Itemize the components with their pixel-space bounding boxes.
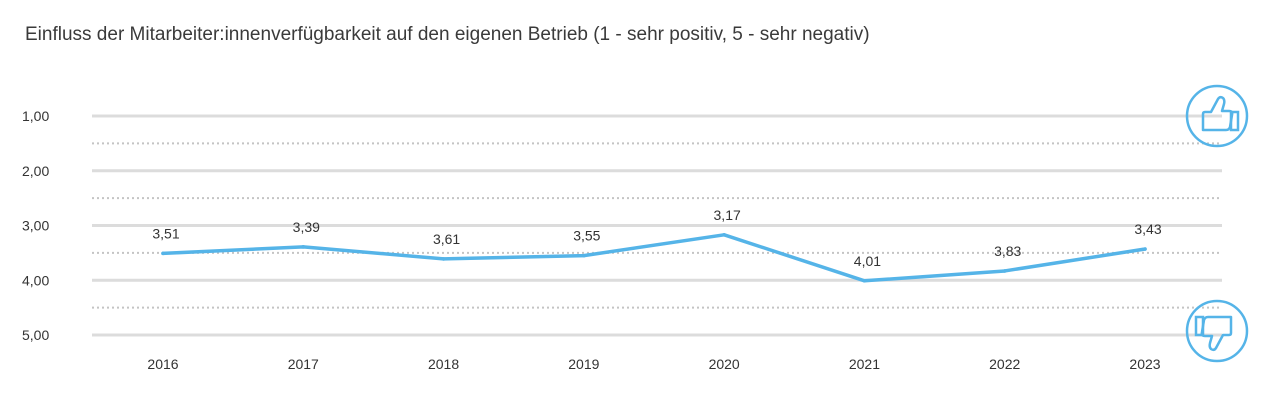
x-tick-label: 2020 xyxy=(709,356,740,372)
y-tick-label: 3,00 xyxy=(22,218,49,234)
x-tick-label: 2016 xyxy=(147,356,178,372)
data-label: 3,55 xyxy=(573,228,600,244)
thumbs-up-icon xyxy=(1185,84,1249,148)
data-point xyxy=(862,278,867,283)
data-label: 3,61 xyxy=(433,231,460,247)
y-axis-tick-labels: 1,00 2,00 3,00 4,00 5,00 xyxy=(22,108,49,343)
x-tick-label: 2017 xyxy=(288,356,319,372)
data-label: 3,83 xyxy=(994,243,1021,259)
x-axis-tick-labels: 2016 2017 2018 2019 2020 2021 2022 2023 xyxy=(147,356,1160,372)
x-tick-label: 2019 xyxy=(568,356,599,372)
y-tick-label: 4,00 xyxy=(22,272,49,288)
data-point xyxy=(722,233,726,237)
data-point xyxy=(1002,269,1007,273)
series-line xyxy=(161,233,1147,283)
data-label: 3,17 xyxy=(714,207,741,223)
grid-lines xyxy=(92,114,1222,337)
data-labels: 3,51 3,39 3,61 3,55 3,17 4,01 3,83 3,43 xyxy=(152,207,1161,269)
data-point xyxy=(582,253,586,258)
data-point xyxy=(441,257,446,261)
data-label: 3,39 xyxy=(293,219,320,235)
data-label: 4,01 xyxy=(854,253,881,269)
y-tick-label: 5,00 xyxy=(22,327,49,343)
chart-title: Einfluss der Mitarbeiter:innenverfügbark… xyxy=(25,24,870,45)
x-tick-label: 2021 xyxy=(849,356,880,372)
data-point xyxy=(161,251,165,256)
data-label: 3,51 xyxy=(152,225,179,241)
y-tick-label: 1,00 xyxy=(22,108,49,124)
x-tick-label: 2022 xyxy=(989,356,1020,372)
data-point xyxy=(1143,247,1147,251)
x-tick-label: 2023 xyxy=(1129,356,1160,372)
data-label: 3,43 xyxy=(1134,221,1161,237)
series-group xyxy=(161,233,1147,283)
data-point xyxy=(301,245,306,249)
thumbs-down-icon xyxy=(1185,299,1249,363)
x-tick-label: 2018 xyxy=(428,356,459,372)
y-tick-label: 2,00 xyxy=(22,163,49,179)
